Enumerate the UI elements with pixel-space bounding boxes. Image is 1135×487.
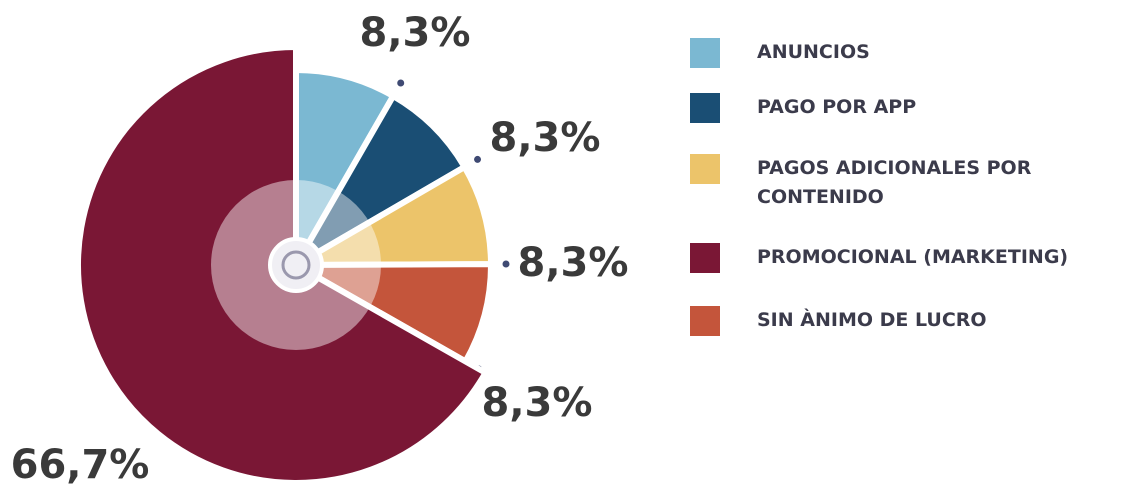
legend-item: SIN ÀNIMO DE LUCRO [690, 306, 1112, 336]
legend-swatch [690, 38, 720, 68]
legend-item: ANUNCIOS [690, 38, 1112, 68]
legend-label: PROMOCIONAL (MARKETING) [757, 246, 1069, 268]
dot [502, 260, 510, 268]
legend-label: ANUNCIOS [757, 41, 870, 63]
dot [397, 79, 405, 87]
legend-item: PAGO POR APP [690, 93, 1112, 123]
legend-swatch [690, 154, 720, 184]
center-ring [281, 250, 311, 280]
center [268, 237, 324, 293]
legend-label: PAGOS ADICIONALES POR CONTENIDO [757, 157, 1032, 208]
legend-item: PAGOS ADICIONALES POR CONTENIDO [690, 154, 1112, 212]
legend-swatch [690, 93, 720, 123]
legend-item: PROMOCIONAL (MARKETING) [690, 243, 1112, 273]
legend-swatch [690, 243, 720, 273]
chart: 8,3% 8,3% 8,3% 8,3% 66,7% [11, 10, 629, 487]
value-label: 8,3% [490, 115, 601, 161]
legend-label: SIN ÀNIMO DE LUCRO [757, 309, 987, 331]
legend-swatch [690, 306, 720, 336]
value-label: 8,3% [482, 380, 593, 426]
value-label: 8,3% [360, 10, 471, 56]
dot [474, 155, 482, 163]
value-label: 66,7% [11, 442, 150, 487]
value-label: 8,3% [518, 240, 629, 286]
legend-label: PAGO POR APP [757, 96, 917, 118]
